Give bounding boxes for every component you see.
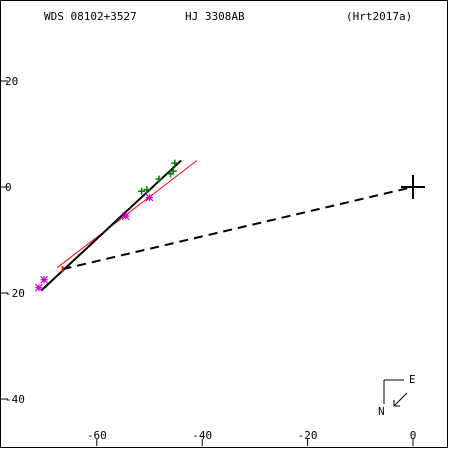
x-tick-label: 0	[410, 429, 417, 442]
y-tick-label: 20	[5, 75, 18, 88]
header-right: (Hrt2017a)	[346, 10, 412, 23]
orbit-line	[40, 159, 182, 292]
origin-cross-marker	[401, 175, 425, 199]
x-tick-label: -20	[298, 429, 318, 442]
green-observation-point	[169, 167, 177, 175]
compass-north-label: N	[378, 405, 385, 418]
y-tick-label: 0	[5, 181, 12, 194]
magenta-observation-point	[145, 193, 154, 202]
green-observation-point	[143, 186, 151, 194]
green-observation-point	[138, 187, 146, 195]
magenta-observation-point	[121, 212, 130, 221]
x-tick-label: -40	[192, 429, 212, 442]
y-axis-ticks: 20 0 -20 -40	[1, 75, 25, 406]
dashed-line	[62, 186, 414, 271]
y-tick-label: -40	[5, 393, 25, 406]
header-left: WDS 08102+3527	[44, 10, 137, 23]
green-observation-point	[171, 159, 179, 167]
y-tick-label: -20	[5, 287, 25, 300]
compass-icon: E N	[378, 373, 416, 418]
magenta-observation-point	[40, 275, 49, 284]
plot-series	[34, 159, 425, 292]
compass-arrow-shaft	[393, 392, 408, 407]
compass-arrow-head	[393, 400, 400, 407]
x-tick-label: -60	[87, 429, 107, 442]
x-axis-ticks: -60 -40 -20 0	[87, 429, 416, 446]
header-center: HJ 3308AB	[185, 10, 245, 23]
magenta-observation-point	[34, 283, 43, 292]
compass-east-label: E	[409, 373, 416, 386]
green-observation-point	[155, 175, 163, 183]
